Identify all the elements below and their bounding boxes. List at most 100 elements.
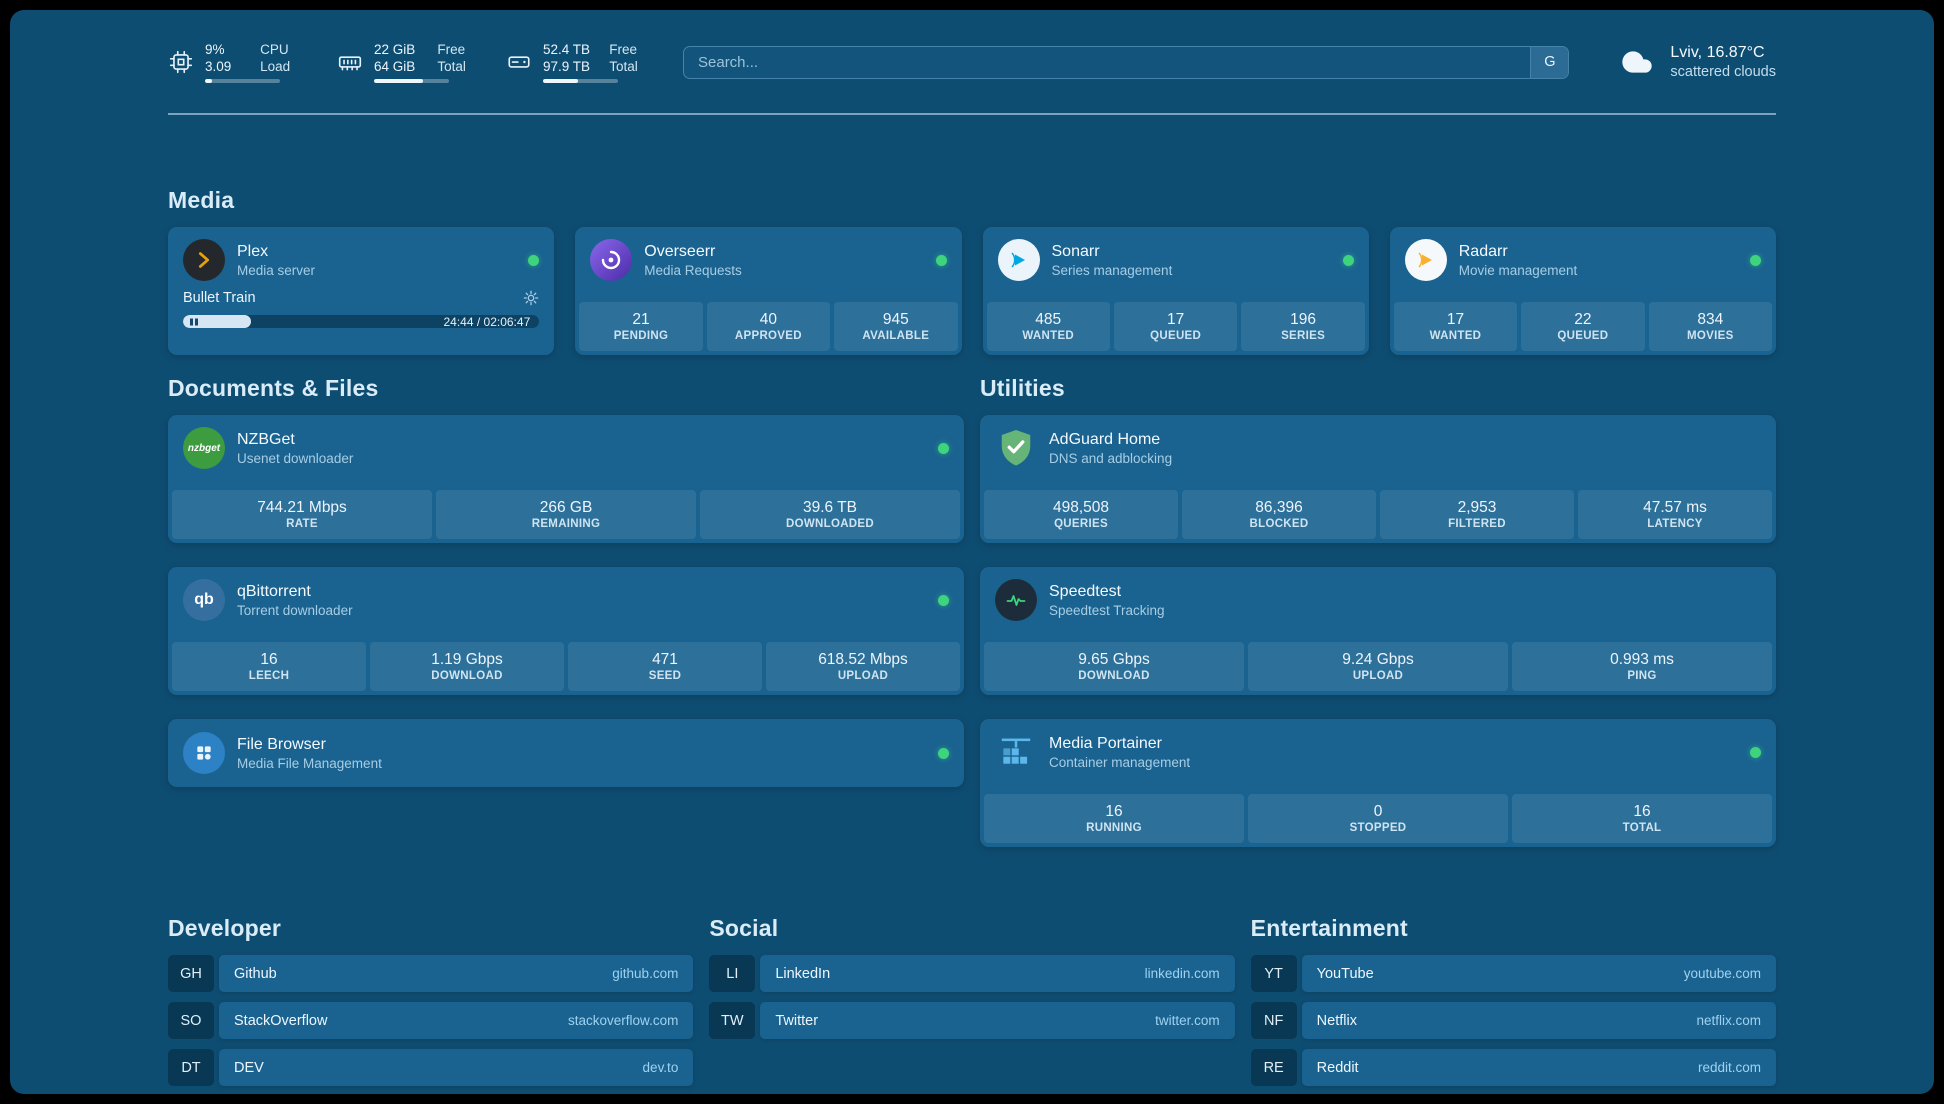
bookmark-stackoverflow[interactable]: SO StackOverflow stackoverflow.com (168, 1002, 694, 1039)
stat-tile: 17 QUEUED (1113, 302, 1238, 351)
bookmarks-entertainment: Entertainment YT YouTube youtube.com NF … (1250, 915, 1776, 1086)
cpu-progress-fill (205, 79, 212, 83)
radarr-stats: 17 WANTED 22 QUEUED 834 MOVIES (1390, 298, 1776, 355)
stat-tile: 47.57 ms LATENCY (1578, 490, 1772, 539)
filebrowser-card[interactable]: File Browser Media File Management (168, 719, 964, 787)
plex-subtitle: Media server (237, 262, 316, 278)
cpu-widget: 9% CPU 3.09 Load (168, 41, 301, 83)
sonarr-status-dot (1342, 254, 1354, 266)
speedtest-card[interactable]: Speedtest Speedtest Tracking 9.65 Gbps D… (980, 567, 1776, 695)
disk-widget: 52.4 TB Free 97.9 TB Total (506, 41, 639, 83)
section-utilities: Utilities AdGuard Home DNS and adblockin… (980, 375, 1776, 847)
speedtest-subtitle: Speedtest Tracking (1049, 602, 1165, 618)
cpu-load-label: Load (260, 59, 291, 74)
stat-tile: 22 QUEUED (1521, 302, 1645, 351)
nzbget-status-dot (938, 442, 949, 454)
bookmark-linkedin[interactable]: LI LinkedIn linkedin.com (709, 955, 1235, 992)
stat-tile: 471 SEED (568, 642, 762, 691)
pause-icon (190, 318, 198, 325)
bookmark-github[interactable]: GH Github github.com (168, 955, 694, 992)
adguard-subtitle: DNS and adblocking (1049, 450, 1173, 466)
sonarr-name: Sonarr (1051, 242, 1100, 260)
radarr-status-dot (1750, 254, 1761, 266)
bookmark-youtube[interactable]: YT YouTube youtube.com (1250, 955, 1776, 992)
gear-icon[interactable] (523, 290, 539, 306)
cpu-load-value: 3.09 (205, 59, 232, 74)
radarr-icon (1404, 239, 1447, 281)
adguard-card[interactable]: AdGuard Home DNS and adblocking 498,508 … (980, 415, 1776, 543)
now-playing-title: Bullet Train (183, 290, 256, 306)
nzbget-card[interactable]: nzbget NZBGet Usenet downloader 744.21 M… (168, 415, 964, 543)
overseerr-subtitle: Media Requests (644, 262, 742, 278)
search-provider-button[interactable]: G (1530, 46, 1569, 78)
sonarr-icon (997, 239, 1040, 281)
stat-tile: 2,953 FILTERED (1380, 490, 1574, 539)
section-documents: Documents & Files nzbget NZBGet Usenet d… (168, 375, 964, 787)
memory-progress-fill (374, 79, 424, 83)
plex-status-dot (528, 254, 540, 266)
overseerr-status-dot (935, 254, 947, 266)
stat-tile: 9.24 Gbps UPLOAD (1248, 642, 1508, 691)
overseerr-stats: 21 PENDING 40 APPROVED 945 AVAILABLE (575, 298, 961, 355)
memory-widget: 22 GiB Free 64 GiB Total (337, 41, 470, 83)
nzbget-subtitle: Usenet downloader (237, 450, 354, 466)
stat-tile: 40 APPROVED (706, 302, 831, 351)
adguard-icon (995, 427, 1037, 469)
disk-free-value: 52.4 TB (543, 42, 591, 57)
stat-tile: 16 TOTAL (1512, 794, 1772, 843)
search-input[interactable] (683, 45, 1570, 79)
utilities-section-title: Utilities (980, 375, 1065, 401)
stat-tile: 266 GB REMAINING (436, 490, 696, 539)
portainer-status-dot (1750, 746, 1761, 758)
radarr-card[interactable]: Radarr Movie management 17 WANTED 22 QUE… (1389, 227, 1776, 355)
dashboard-page: 9% CPU 3.09 Load (10, 10, 1934, 1094)
nzbget-stats: 744.21 Mbps RATE 266 GB REMAINING 39.6 T… (168, 486, 964, 543)
resource-widgets: 9% CPU 3.09 Load (168, 41, 639, 83)
qbittorrent-card[interactable]: qb qBittorrent Torrent downloader 16 LEE… (168, 567, 964, 695)
bookmark-reddit[interactable]: RE Reddit reddit.com (1250, 1049, 1776, 1086)
cpu-usage-value: 9% (205, 42, 225, 57)
overseerr-name: Overseerr (644, 242, 716, 260)
sonarr-card[interactable]: Sonarr Series management 485 WANTED 17 Q… (982, 227, 1369, 355)
bookmark-netflix[interactable]: NF Netflix netflix.com (1250, 1002, 1776, 1039)
portainer-subtitle: Container management (1049, 754, 1191, 770)
plex-icon (183, 239, 225, 281)
radarr-subtitle: Movie management (1458, 262, 1578, 278)
sonarr-stats: 485 WANTED 17 QUEUED 196 SERIES (983, 298, 1369, 355)
bookmarks-social: Social LI LinkedIn linkedin.com TW Twitt… (709, 915, 1235, 1039)
stat-tile: 39.6 TB DOWNLOADED (700, 490, 960, 539)
memory-free-label: Free (437, 42, 466, 57)
speedtest-icon (995, 579, 1037, 621)
overseerr-card[interactable]: Overseerr Media Requests 21 PENDING 40 A… (575, 227, 962, 355)
stat-tile: 196 SERIES (1241, 302, 1365, 351)
bookmark-twitter[interactable]: TW Twitter twitter.com (709, 1002, 1235, 1039)
stat-tile: 16 LEECH (172, 642, 366, 691)
qbittorrent-name: qBittorrent (237, 582, 311, 600)
developer-section-title: Developer (168, 915, 282, 941)
stat-tile: 16 RUNNING (984, 794, 1244, 843)
nzbget-icon: nzbget (183, 427, 225, 469)
cpu-progress-bar (205, 79, 280, 83)
media-section-title: Media (168, 187, 235, 213)
top-bar: 9% CPU 3.09 Load (168, 41, 1776, 83)
sonarr-subtitle: Series management (1051, 262, 1173, 278)
bookmark-dev[interactable]: DT DEV dev.to (168, 1049, 694, 1086)
disk-free-label: Free (609, 42, 638, 57)
memory-icon (337, 49, 363, 75)
plex-card[interactable]: Plex Media server Bullet Train 24:44 (168, 227, 555, 355)
cloud-icon (1617, 46, 1657, 78)
weather-condition: scattered clouds (1670, 64, 1776, 80)
entertainment-section-title: Entertainment (1250, 915, 1408, 941)
nzbget-name: NZBGet (237, 430, 295, 448)
speedtest-name: Speedtest (1049, 582, 1122, 600)
memory-total-label: Total (437, 59, 466, 74)
portainer-card[interactable]: Media Portainer Container management 16 … (980, 719, 1776, 847)
documents-section-title: Documents & Files (168, 375, 379, 401)
overseerr-icon (590, 239, 633, 281)
disk-progress-fill (543, 79, 579, 83)
qbittorrent-stats: 16 LEECH 1.19 Gbps DOWNLOAD 471 SEED 618… (168, 638, 964, 695)
stat-tile: 618.52 Mbps UPLOAD (766, 642, 960, 691)
memory-free-value: 22 GiB (374, 42, 416, 57)
filebrowser-subtitle: Media File Management (237, 755, 382, 771)
memory-progress-bar (374, 79, 449, 83)
